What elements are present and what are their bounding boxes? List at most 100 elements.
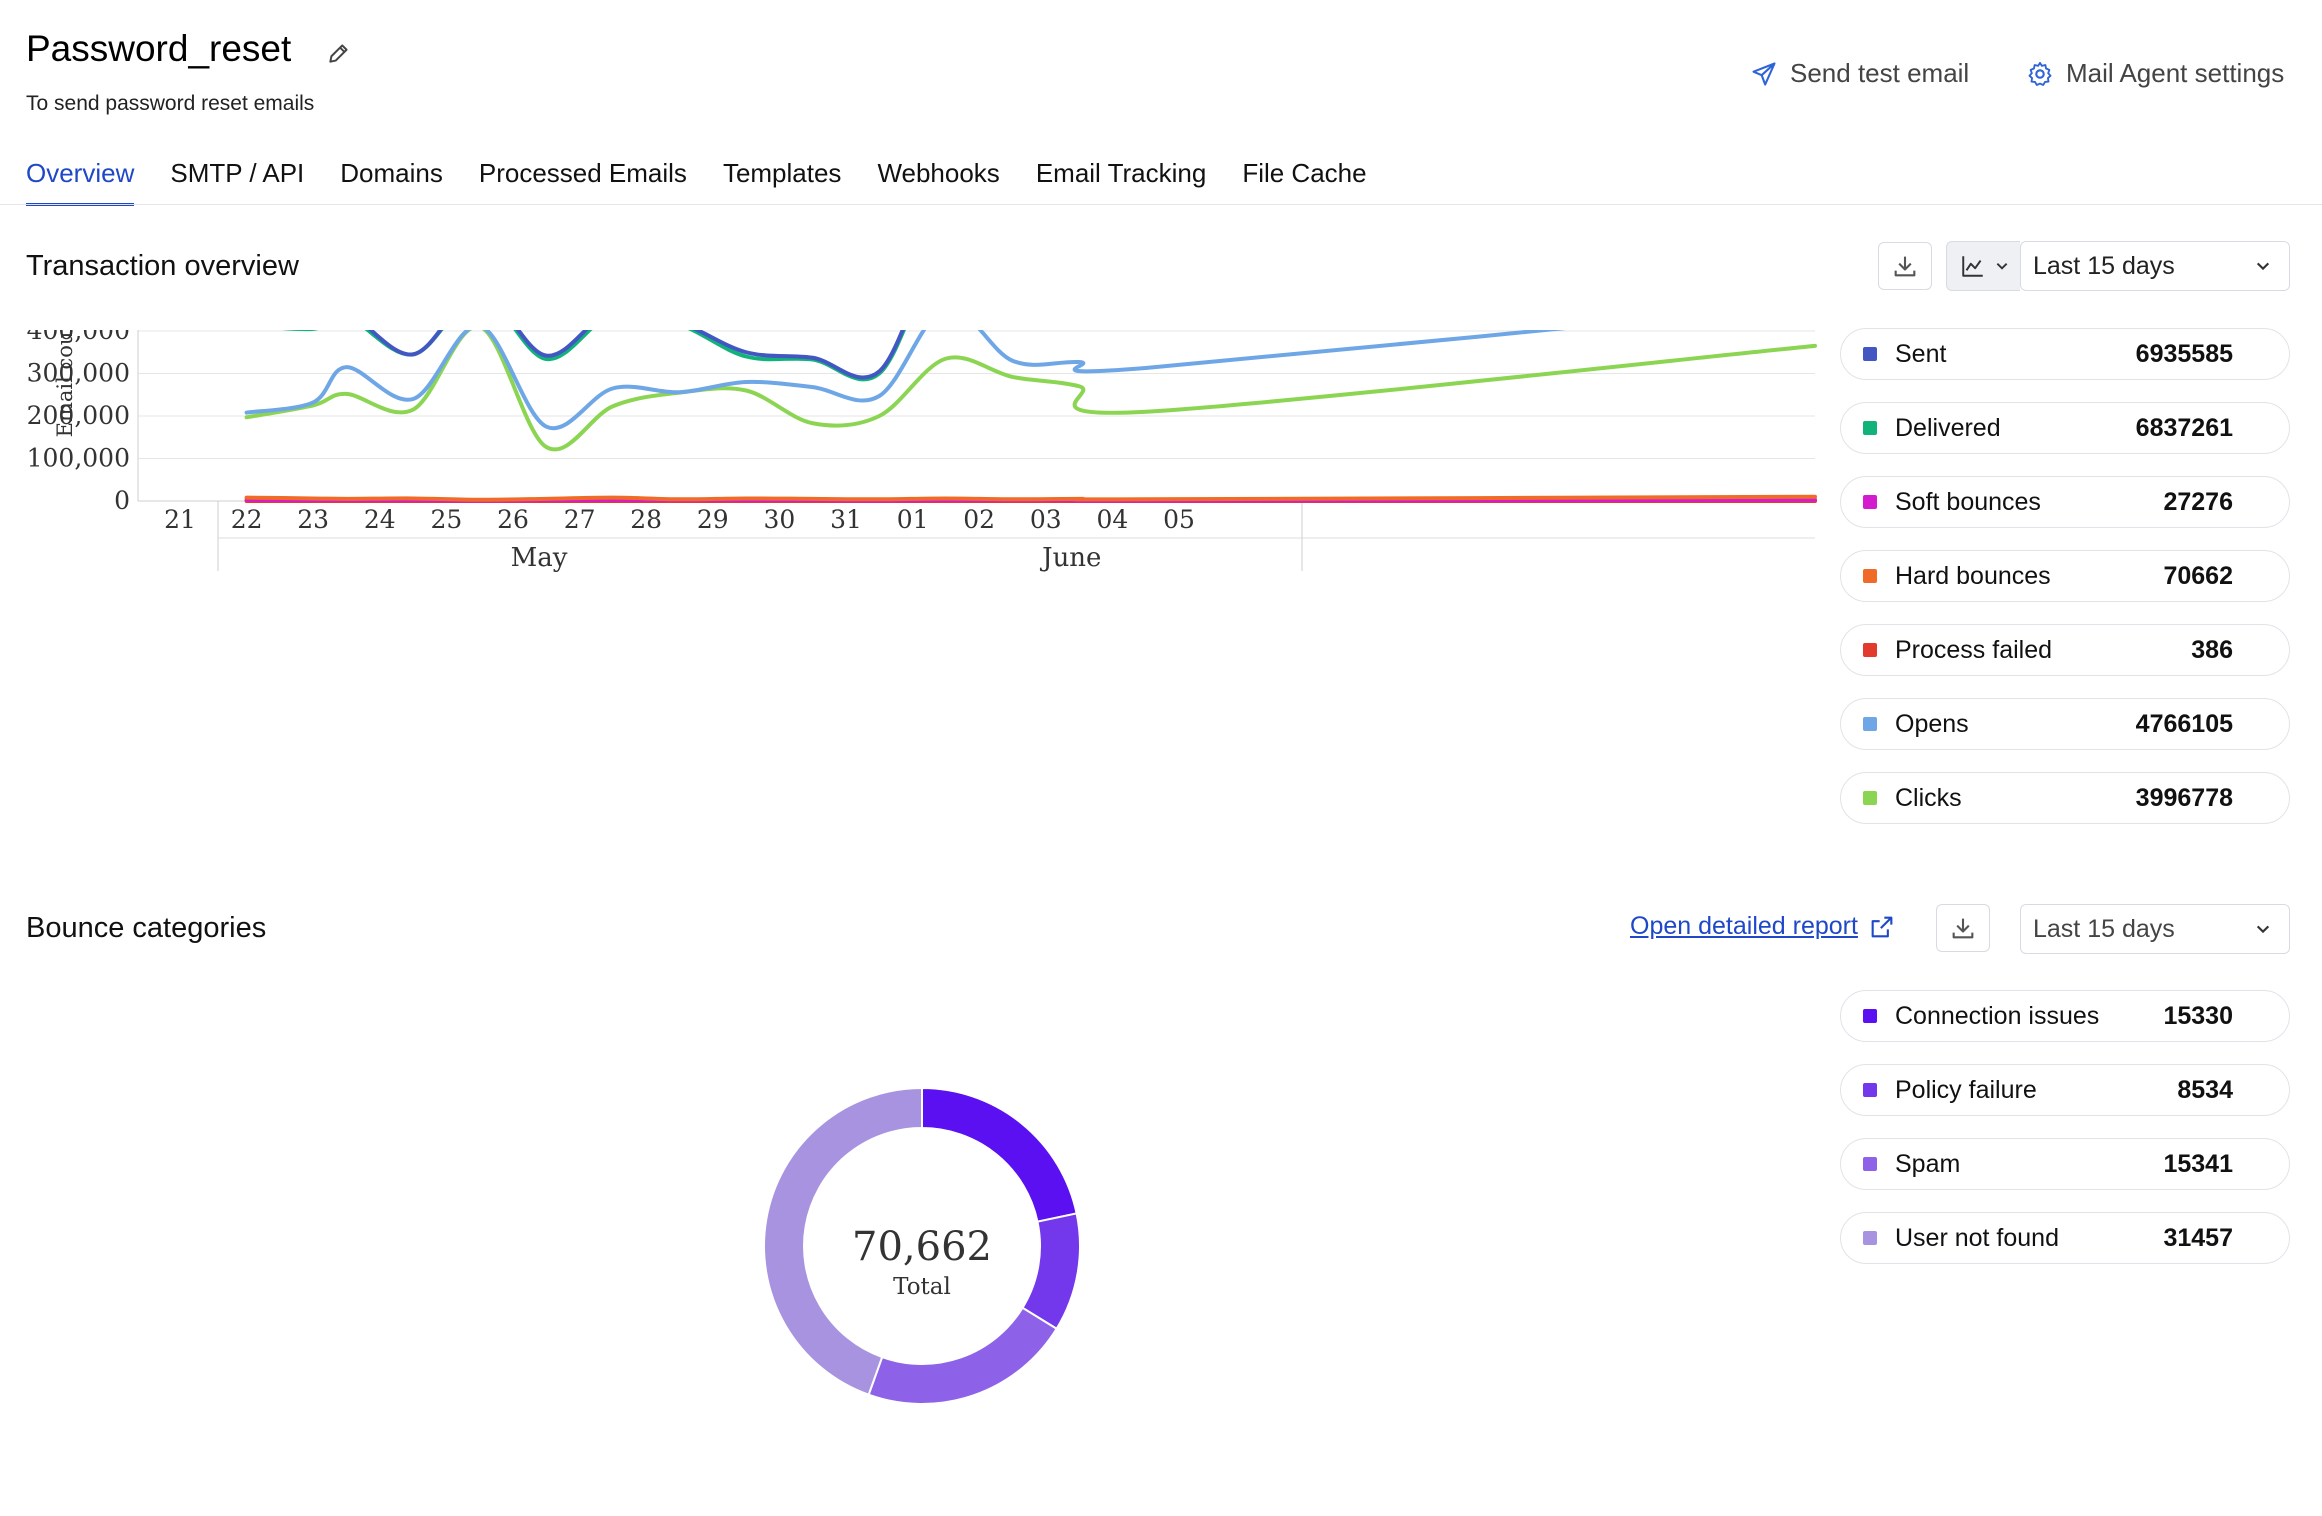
legend-label: Delivered [1895, 413, 2001, 442]
legend-value: 3996778 [2135, 783, 2233, 812]
x-axis: 21 22 23 24 25 26 27 28 29 30 31 01 02 03 04 05 May June [138, 500, 1815, 573]
x-tick-label: 02 [963, 505, 995, 534]
external-link-icon [1871, 916, 1893, 937]
legend-swatch [1863, 569, 1877, 583]
series-line-hard-bounces[interactable] [244, 494, 1817, 502]
x-tick-label: 30 [763, 505, 795, 534]
gear-icon [2028, 61, 2052, 86]
donut-total-value: 70,662 [852, 1224, 992, 1270]
legend-value: 31457 [2163, 1223, 2233, 1252]
legend-clicks[interactable]: Clicks 3996778 [1840, 772, 2290, 824]
tab-processed-emails[interactable]: Processed Emails [478, 158, 687, 188]
tab-overview[interactable]: Overview [26, 158, 135, 206]
tab-divider [0, 204, 2322, 205]
x-tick-label: 26 [497, 505, 529, 534]
legend-label: Soft bounces [1895, 487, 2041, 516]
legend-value: 15330 [2163, 1001, 2233, 1030]
legend-connection-issues[interactable]: Connection issues 15330 [1840, 990, 2290, 1042]
legend-label: Clicks [1895, 783, 1962, 812]
x-tick-label: 03 [1030, 505, 1062, 534]
download-button[interactable] [1936, 904, 1990, 952]
donut-slice-connection-issues[interactable] [921, 1086, 1078, 1223]
legend-hard-bounces[interactable]: Hard bounces 70662 [1840, 550, 2290, 602]
x-tick-label: 01 [897, 505, 929, 534]
chart-type-selector[interactable] [1946, 241, 2020, 291]
transaction-overview-title: Transaction overview [26, 250, 299, 282]
bounce-legend: Connection issues 15330 Policy failure 8… [1840, 990, 2290, 1264]
legend-delivered[interactable]: Delivered 6837261 [1840, 402, 2290, 454]
bounce-period-value: Last 15 days [2033, 914, 2175, 943]
donut-slice-user-not-found[interactable] [763, 1086, 923, 1396]
legend-swatch [1863, 717, 1877, 731]
series-line-clicks[interactable] [244, 330, 1817, 452]
download-icon [1894, 256, 1916, 277]
mail-agent-settings-label: Mail Agent settings [2066, 58, 2285, 88]
x-tick-label: 25 [430, 505, 462, 534]
send-test-email-button[interactable]: Send test email [1750, 58, 1969, 89]
legend-swatch [1863, 791, 1877, 805]
legend-user-not-found[interactable]: User not found 31457 [1840, 1212, 2290, 1264]
x-tick-label: 23 [297, 505, 329, 534]
legend-spam[interactable]: Spam 15341 [1840, 1138, 2290, 1190]
open-detailed-report-link[interactable]: Open detailed report [1630, 912, 1896, 941]
x-tick-label: 28 [630, 505, 662, 534]
x-tick-label: 05 [1163, 505, 1195, 534]
y-tick-label: 200,000 [27, 401, 130, 430]
legend-value: 4766105 [2135, 709, 2233, 738]
y-tick-label: 300,000 [27, 359, 130, 388]
legend-opens[interactable]: Opens 4766105 [1840, 698, 2290, 750]
series-line-opens[interactable] [244, 330, 1815, 431]
legend-process-failed[interactable]: Process failed 386 [1840, 624, 2290, 676]
legend-swatch [1863, 421, 1877, 435]
tab-domains[interactable]: Domains [340, 158, 443, 188]
tab-email-tracking[interactable]: Email Tracking [1035, 158, 1207, 188]
bounce-categories-title: Bounce categories [26, 912, 267, 944]
send-test-email-label: Send test email [1790, 58, 1970, 88]
legend-swatch [1863, 1231, 1877, 1245]
x-tick-label: 24 [364, 505, 396, 534]
legend-label: Sent [1895, 339, 1947, 368]
tab-smtp-api[interactable]: SMTP / API [170, 158, 305, 188]
legend-label: Spam [1895, 1149, 1961, 1178]
legend-label: Process failed [1895, 635, 2053, 664]
x-tick-label: 22 [231, 505, 263, 534]
donut-slice-policy-failure[interactable] [1021, 1212, 1081, 1331]
legend-value: 70662 [2163, 561, 2233, 590]
mail-agent-settings-button[interactable]: Mail Agent settings [2026, 58, 2284, 89]
series-line-sent[interactable] [247, 330, 1815, 380]
y-tick-label: 100,000 [27, 444, 130, 473]
month-label: June [1039, 543, 1101, 573]
legend-value: 8534 [2177, 1075, 2233, 1104]
x-tick-label: 21 [164, 505, 196, 534]
x-tick-label: 27 [564, 505, 596, 534]
transaction-line-chart: 0100,000200,000300,000400,000500,000600,… [27, 330, 1817, 573]
x-tick-label: 04 [1096, 505, 1128, 534]
download-icon [1952, 918, 1974, 939]
page-title: Password_reset [26, 28, 292, 69]
bounce-donut-chart: 70,662 Total [763, 1086, 1081, 1405]
pencil-icon[interactable] [326, 40, 352, 66]
tab-templates[interactable]: Templates [722, 158, 842, 188]
legend-swatch [1863, 1009, 1877, 1023]
legend-value: 15341 [2163, 1149, 2233, 1178]
legend-soft-bounces[interactable]: Soft bounces 27276 [1840, 476, 2290, 528]
download-button[interactable] [1878, 242, 1932, 290]
tab-bar: Overview SMTP / API Domains Processed Em… [26, 158, 1403, 206]
legend-label: User not found [1895, 1223, 2059, 1252]
tab-webhooks[interactable]: Webhooks [877, 158, 1000, 188]
bounce-period-dropdown[interactable]: Last 15 days [2020, 904, 2290, 954]
tab-file-cache[interactable]: File Cache [1242, 158, 1367, 188]
legend-swatch [1863, 347, 1877, 361]
legend-sent[interactable]: Sent 6935585 [1840, 328, 2290, 380]
legend-label: Connection issues [1895, 1001, 2100, 1030]
period-dropdown[interactable]: Last 15 days [2020, 241, 2290, 291]
legend-swatch [1863, 1157, 1877, 1171]
legend-policy-failure[interactable]: Policy failure 8534 [1840, 1064, 2290, 1116]
donut-slice-spam[interactable] [867, 1306, 1058, 1405]
legend-swatch [1863, 1083, 1877, 1097]
y-tick-label: 400,000 [27, 330, 130, 345]
legend-swatch [1863, 495, 1877, 509]
legend-value: 27276 [2163, 487, 2233, 516]
legend-value: 386 [2191, 635, 2233, 664]
chevron-down-icon [1996, 263, 2007, 270]
